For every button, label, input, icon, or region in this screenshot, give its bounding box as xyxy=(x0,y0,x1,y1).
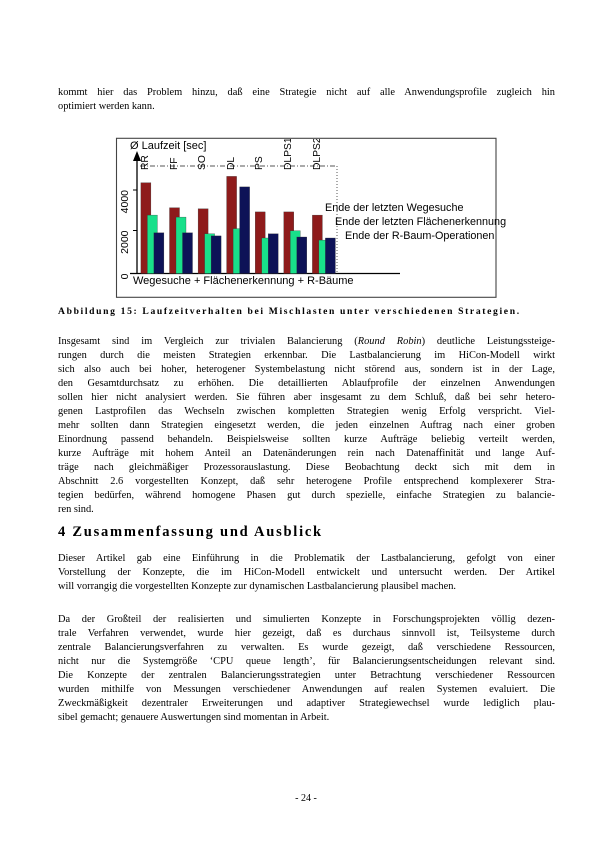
svg-text:Ende der letzten Wegesuche: Ende der letzten Wegesuche xyxy=(325,202,463,214)
svg-text:4000: 4000 xyxy=(119,190,131,214)
svg-text:PS: PS xyxy=(254,156,265,170)
svg-text:DLPS1: DLPS1 xyxy=(283,137,294,170)
svg-text:Wegesuche + Flächenerkennung +: Wegesuche + Flächenerkennung + R-Bäume xyxy=(133,275,354,287)
svg-text:DL: DL xyxy=(226,157,237,170)
svg-text:2000: 2000 xyxy=(119,230,131,254)
svg-text:FF: FF xyxy=(169,157,180,170)
svg-text:Ende der R-Baum-Operationen: Ende der R-Baum-Operationen xyxy=(345,230,494,242)
svg-text:SO: SO xyxy=(197,155,208,170)
svg-text:RR: RR xyxy=(140,155,151,170)
svg-text:0: 0 xyxy=(119,273,131,279)
svg-text:DLPS2: DLPS2 xyxy=(312,137,323,170)
svg-text:Ende der letzten Flächenerkenn: Ende der letzten Flächenerkennung xyxy=(335,216,506,228)
svg-text:Ø Laufzeit [sec]: Ø Laufzeit [sec] xyxy=(130,140,206,152)
